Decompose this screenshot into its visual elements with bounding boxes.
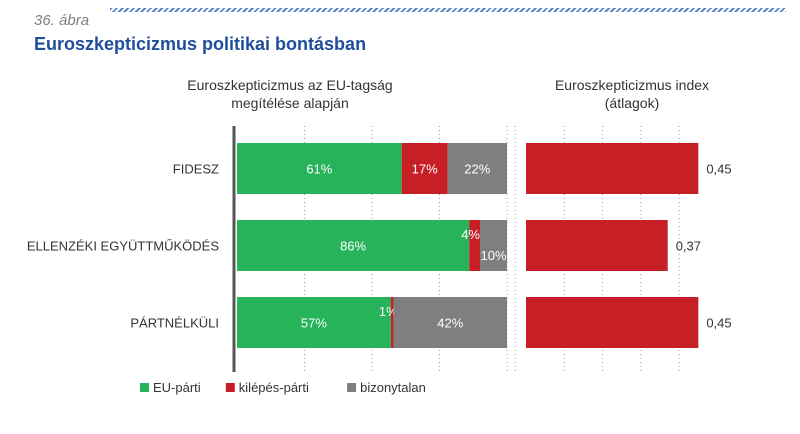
index-bar	[526, 297, 699, 348]
bar-segment	[237, 143, 402, 194]
bar-value-label: 1%	[379, 304, 398, 319]
bar-segment	[480, 220, 507, 271]
category-label: FIDESZ	[173, 162, 219, 177]
index-bar	[526, 220, 668, 271]
category-label: ELLENZÉKI EGYÜTTMŰKÖDÉS	[27, 239, 219, 254]
bar-value-label: 57%	[301, 316, 327, 331]
bar-segment	[393, 297, 507, 348]
bar-segment	[447, 143, 507, 194]
bar-value-label: 42%	[437, 316, 463, 331]
left-panel-title: Euroszkepticizmus az EU-tagság	[187, 77, 392, 93]
bar-value-label: 10%	[480, 248, 506, 263]
legend-swatch	[225, 383, 235, 392]
legend-swatch	[347, 383, 357, 392]
index-value-label: 0,45	[706, 162, 731, 177]
bar-segment	[237, 220, 470, 271]
bar-segment	[469, 220, 480, 271]
bar-segment	[390, 297, 394, 348]
left-panel-title: megítélése alapján	[231, 95, 349, 111]
figure-title: Euroszkepticizmus politikai bontásban	[34, 34, 367, 54]
legend-swatch	[140, 383, 149, 392]
bar-segment	[237, 297, 391, 348]
bar-value-label: 17%	[412, 162, 438, 177]
index-bar	[526, 143, 699, 194]
header-rule	[110, 8, 786, 12]
legend-label: EU-párti	[153, 380, 201, 395]
bar-value-label: 22%	[464, 162, 490, 177]
index-value-label: 0,45	[706, 316, 731, 331]
right-panel-title: (átlagok)	[605, 95, 659, 111]
bar-segment	[401, 143, 448, 194]
bar-value-label: 86%	[340, 239, 366, 254]
index-value-label: 0,37	[676, 239, 701, 254]
bar-value-label: 61%	[306, 162, 332, 177]
right-panel-title: Euroszkepticizmus index	[555, 77, 709, 93]
bar-value-label: 4%	[461, 227, 480, 242]
category-label: PÁRTNÉLKÜLI	[130, 316, 219, 331]
legend-label: kilépés-párti	[239, 380, 309, 395]
figure-label: 36. ábra	[34, 12, 90, 29]
legend-label: bizonytalan	[360, 380, 426, 395]
